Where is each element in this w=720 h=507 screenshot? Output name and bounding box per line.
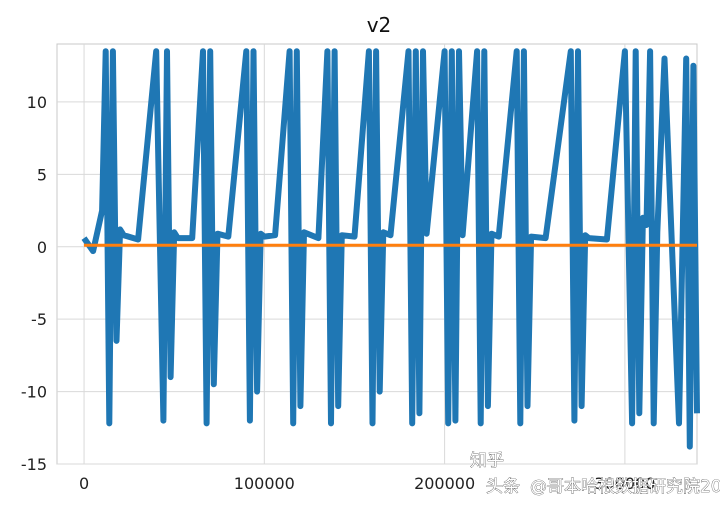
y-tick-label: -10 — [21, 383, 47, 402]
x-tick-label: 300000 — [594, 474, 655, 493]
y-tick-label: -15 — [21, 455, 47, 474]
x-tick-label: 200000 — [414, 474, 475, 493]
watermark: 知乎 头条 @哥本哈根数据研究院2023 — [470, 451, 720, 498]
y-tick-label: 5 — [37, 165, 47, 184]
y-tick-label: -5 — [31, 310, 47, 329]
series-layer — [81, 48, 700, 450]
y-tick-label: 10 — [27, 93, 47, 112]
series-line-1 — [81, 48, 700, 450]
chart-title: v2 — [367, 13, 392, 37]
y-axis-ticks: 10 5 0 -5 -10 -15 — [21, 93, 47, 474]
y-tick-label: 0 — [37, 238, 47, 257]
watermark-prefix: 知乎 — [470, 451, 504, 471]
watermark-platform: 头条 — [486, 477, 520, 497]
x-tick-label: 0 — [79, 474, 89, 493]
watermark-handle: @哥本哈根数据研究院2023 — [530, 477, 720, 497]
x-axis-ticks: 0 100000 200000 300000 — [79, 474, 655, 493]
x-tick-label: 100000 — [234, 474, 295, 493]
